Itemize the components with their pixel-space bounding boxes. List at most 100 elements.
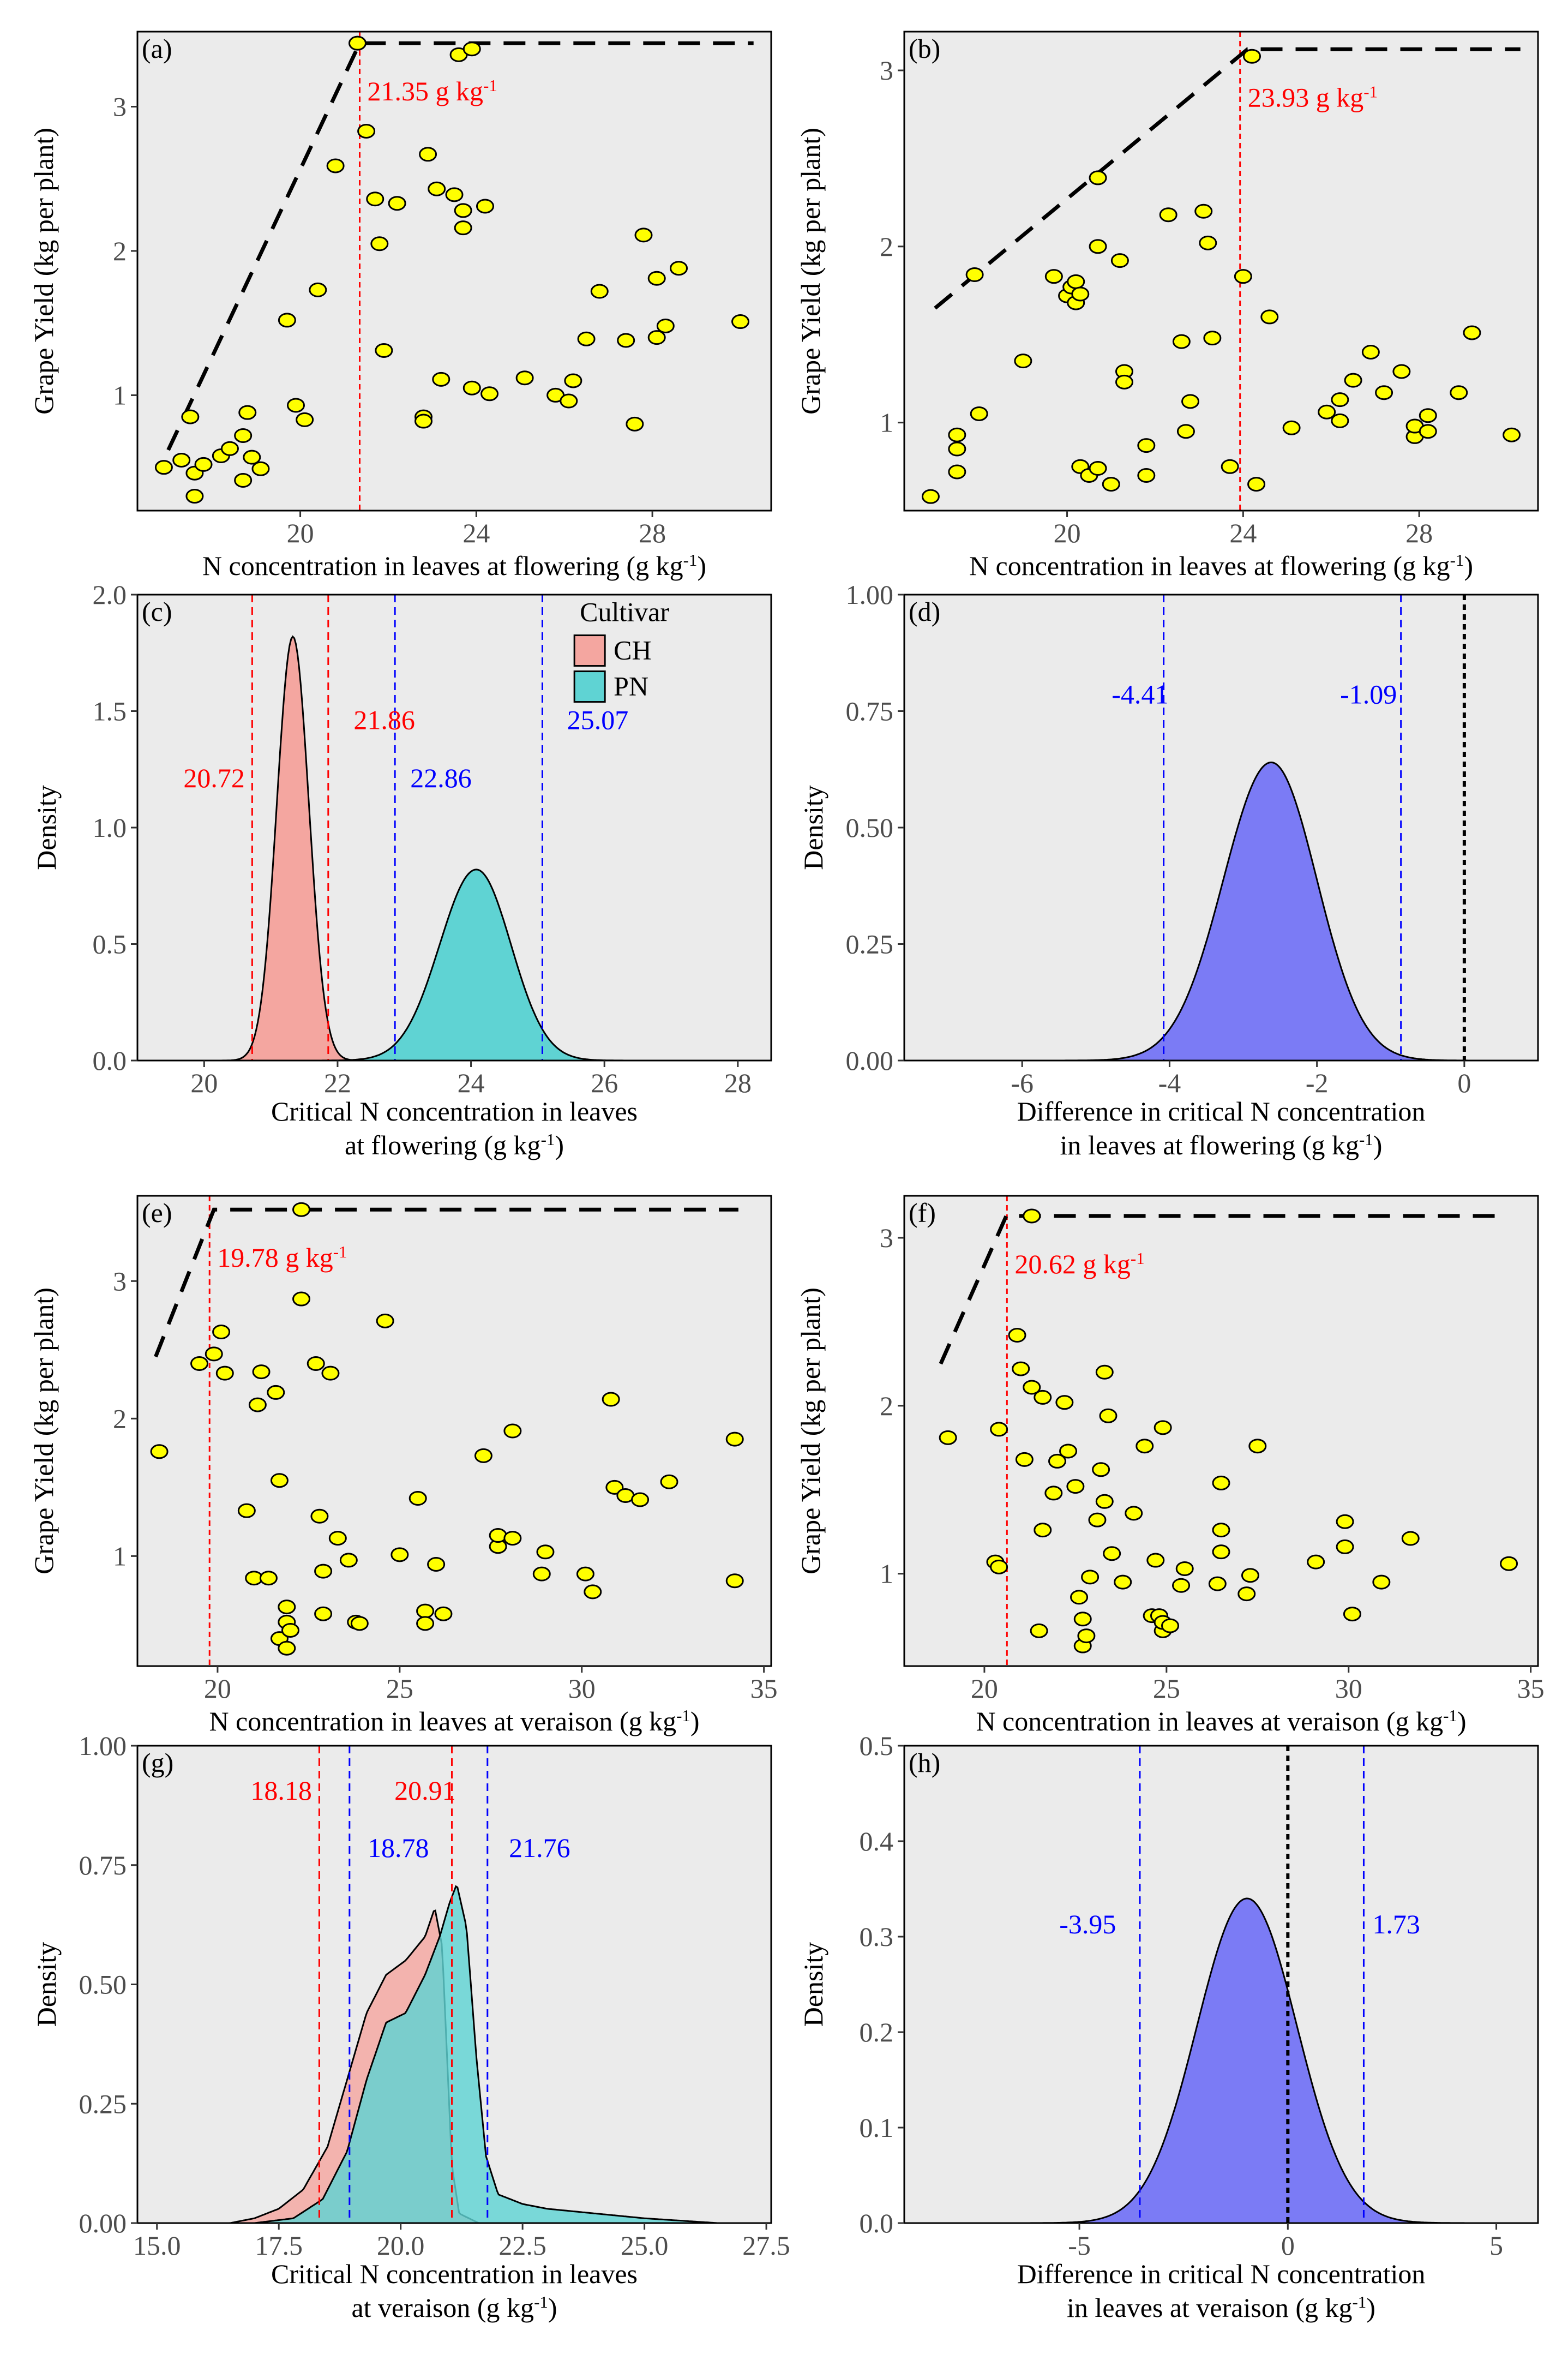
y-axis-label: Density (31, 1942, 62, 2027)
x-axis-label-xlabel_main: N concentration in leaves at veraison (g… (209, 1706, 676, 1736)
data-point (237, 1503, 256, 1518)
panel-h: -3.95 1.73 (h) -5 0 5 0.0 0.1 0.2 0.3 0.4 0.5 Differ… (798, 1730, 1539, 2323)
data-point (1030, 1623, 1048, 1638)
data-point (1081, 1570, 1100, 1585)
x-tick-label: 24 (462, 518, 490, 548)
data-point (1331, 413, 1349, 428)
x-tick-label: 30 (1335, 1673, 1362, 1704)
x-axis-label-xlabel_end: ) (697, 550, 706, 581)
x-axis-label-line2-xlabel_sup: -1 (1352, 2292, 1366, 2311)
data-point (990, 1559, 1008, 1574)
data-point (1212, 1475, 1230, 1490)
data-point (948, 464, 966, 480)
y-tick-label: 2 (880, 231, 893, 262)
data-point (577, 331, 596, 346)
panel-label: (h) (909, 1747, 940, 1778)
data-point (314, 1564, 333, 1579)
data-point (366, 191, 385, 207)
data-point (1137, 468, 1156, 483)
y-axis-label: Grape Yield (kg per plant) (795, 128, 826, 415)
data-point (215, 1365, 234, 1381)
panel-label: (d) (909, 596, 940, 627)
y-tick-label: 3 (880, 1223, 893, 1253)
x-axis-label: N concentration in leaves at flowering (… (969, 550, 1473, 582)
data-point (462, 380, 481, 396)
data-point (307, 1356, 325, 1371)
y-tick-label: 2 (113, 236, 127, 266)
data-point (234, 472, 253, 488)
data-point (1067, 274, 1085, 289)
data-point (1175, 1561, 1194, 1576)
x-axis-label-line2-xlabel2_main: at veraison (g kg (351, 2292, 534, 2323)
x-tick-label: 27.5 (742, 2230, 790, 2261)
y-axis-label: Density (798, 785, 828, 870)
data-point (328, 1531, 347, 1546)
legend-key-pn (573, 670, 606, 703)
data-point (1095, 1494, 1114, 1509)
data-point (1103, 1546, 1121, 1561)
vline-label: -4.41 (1112, 679, 1168, 709)
data-point (234, 428, 253, 443)
density-curve-pn (137, 868, 771, 1061)
x-axis-label-xlabel_sup: -1 (683, 550, 698, 570)
data-point (220, 441, 239, 456)
legend-label: CH (614, 635, 651, 666)
plot-frame (903, 31, 1539, 512)
data-point (278, 1600, 296, 1615)
data-point (1114, 1574, 1132, 1590)
data-point (1375, 385, 1393, 400)
vline-label: 1.73 (1372, 1909, 1420, 1939)
plot-area-b (904, 32, 1538, 511)
data-point (1241, 1568, 1259, 1583)
y-axis-label: Grape Yield (kg per plant) (795, 1287, 826, 1574)
data-point (454, 220, 472, 236)
data-point (489, 1528, 507, 1543)
x-axis-label-line2-xlabel2_main: in leaves at veraison (g kg (1067, 2292, 1352, 2323)
x-tick-label: 20.0 (377, 2230, 425, 2261)
y-tick-label: 1 (113, 1541, 127, 1571)
data-point (617, 333, 635, 348)
y-axis-label: Grape Yield (kg per plant) (28, 128, 59, 415)
data-point (267, 1385, 285, 1400)
plot-area-e (137, 1196, 771, 1666)
data-point (564, 373, 582, 388)
plot-content-c (137, 595, 771, 1061)
plot-frame (903, 1745, 1539, 2224)
breakpoint-label-label: 19.78 g kg (217, 1242, 333, 1273)
data-point (416, 1603, 435, 1619)
data-point (314, 1606, 333, 1621)
segmented-fit-line (166, 41, 754, 451)
y-tick-label: 0.00 (79, 2208, 127, 2238)
y-tick-label: 0.00 (846, 1045, 894, 1076)
data-point (1248, 1439, 1267, 1454)
x-axis-label-line2-xlabel_end: ) (555, 1130, 564, 1160)
plot-content-b (921, 32, 1521, 511)
y-tick-label: 0.2 (860, 2017, 894, 2047)
x-tick-label: 0 (1457, 1068, 1471, 1098)
data-point (1089, 170, 1107, 185)
x-axis-label-line2-xlabel_sup: -1 (1359, 1130, 1373, 1149)
plot-content-e (150, 1196, 744, 1666)
legend-title: Cultivar (580, 597, 669, 627)
breakpoint-label-label: 20.62 g kg (1014, 1249, 1131, 1279)
data-point (251, 461, 270, 476)
y-tick-label: 0.25 (79, 2088, 127, 2119)
plot-content-f (939, 1196, 1518, 1666)
data-point (296, 412, 314, 427)
data-point (1392, 364, 1411, 379)
y-tick-label: 0.0 (860, 2208, 894, 2238)
segmented-fit-line (939, 1214, 1505, 1365)
x-axis-label-line2-xlabel_end: ) (548, 2292, 557, 2323)
data-point (576, 1566, 594, 1582)
breakpoint-label: 20.62 g kg-1 (1014, 1248, 1144, 1279)
breakpoint-label-label_sup: -1 (483, 76, 497, 95)
plot-frame (903, 1195, 1539, 1667)
x-tick-label: 5 (1489, 2230, 1503, 2261)
x-axis-label-xlabel_end: ) (1464, 550, 1473, 581)
legend-label: PN (614, 671, 648, 702)
panel-c: 20.72 21.86 22.86 25.07 (c) 20 22 24 26 28 0.0 0.5 1… (31, 579, 772, 1160)
data-point (948, 427, 966, 442)
breakpoint-label: 23.93 g kg-1 (1248, 82, 1378, 113)
x-tick-label: -4 (1158, 1068, 1181, 1098)
data-point (1419, 408, 1437, 423)
